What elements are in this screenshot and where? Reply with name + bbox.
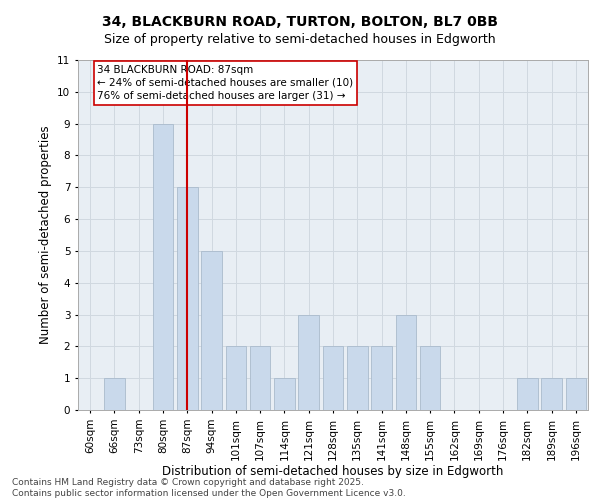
Bar <box>274 378 295 410</box>
Bar <box>250 346 271 410</box>
Bar <box>566 378 586 410</box>
Bar <box>517 378 538 410</box>
Bar <box>226 346 246 410</box>
Bar <box>395 314 416 410</box>
Text: Size of property relative to semi-detached houses in Edgworth: Size of property relative to semi-detach… <box>104 32 496 46</box>
X-axis label: Distribution of semi-detached houses by size in Edgworth: Distribution of semi-detached houses by … <box>163 466 503 478</box>
Text: 34 BLACKBURN ROAD: 87sqm
← 24% of semi-detached houses are smaller (10)
76% of s: 34 BLACKBURN ROAD: 87sqm ← 24% of semi-d… <box>97 65 353 101</box>
Bar <box>323 346 343 410</box>
Bar <box>201 251 222 410</box>
Bar <box>298 314 319 410</box>
Bar <box>371 346 392 410</box>
Y-axis label: Number of semi-detached properties: Number of semi-detached properties <box>38 126 52 344</box>
Bar <box>347 346 368 410</box>
Text: 34, BLACKBURN ROAD, TURTON, BOLTON, BL7 0BB: 34, BLACKBURN ROAD, TURTON, BOLTON, BL7 … <box>102 15 498 29</box>
Bar <box>177 188 197 410</box>
Bar <box>104 378 125 410</box>
Bar <box>152 124 173 410</box>
Text: Contains HM Land Registry data © Crown copyright and database right 2025.
Contai: Contains HM Land Registry data © Crown c… <box>12 478 406 498</box>
Bar <box>541 378 562 410</box>
Bar <box>420 346 440 410</box>
